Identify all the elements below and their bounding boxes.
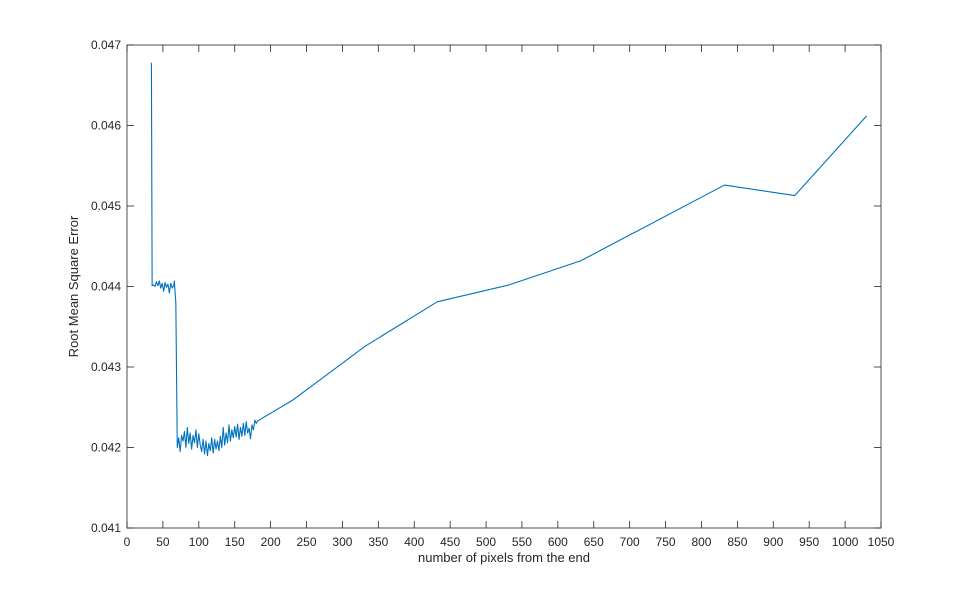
x-tick-label: 1000: [832, 535, 859, 549]
y-tick-label: 0.042: [91, 441, 121, 455]
x-tick-label: 250: [297, 535, 317, 549]
x-tick-label: 550: [512, 535, 532, 549]
plot-box: [126, 44, 882, 529]
x-tick-label: 400: [404, 535, 424, 549]
x-tick-label: 600: [548, 535, 568, 549]
x-tick-label: 100: [189, 535, 209, 549]
x-tick-label: 50: [156, 535, 170, 549]
x-tick-label: 200: [261, 535, 281, 549]
x-tick-label: 800: [691, 535, 711, 549]
x-tick-label: 300: [332, 535, 352, 549]
y-tick-label: 0.046: [91, 119, 121, 133]
y-tick-label: 0.041: [91, 521, 121, 535]
y-tick-label: 0.047: [91, 38, 121, 52]
x-tick-label: 700: [620, 535, 640, 549]
x-tick-label: 750: [656, 535, 676, 549]
x-tick-label: 950: [799, 535, 819, 549]
series-layer: [150, 62, 868, 457]
y-tick-label: 0.045: [91, 199, 121, 213]
x-tick-label: 350: [368, 535, 388, 549]
x-tick-label: 850: [727, 535, 747, 549]
x-tick-label: 0: [124, 535, 131, 549]
x-tick-label: 900: [763, 535, 783, 549]
y-axis-label: Root Mean Square Error: [66, 215, 81, 357]
x-axis-ticks: 0 50 100 150 200 250 300 350 400 450 500 550 600 650 7…: [124, 45, 895, 549]
x-tick-label: 450: [440, 535, 460, 549]
y-tick-label: 0.043: [91, 360, 121, 374]
x-tick-label: 150: [225, 535, 245, 549]
x-tick-label: 500: [476, 535, 496, 549]
x-tick-label: 650: [584, 535, 604, 549]
x-axis-label: number of pixels from the end: [418, 550, 590, 565]
series-line-1: [150, 62, 868, 457]
y-axis-ticks: 0.041 0.042 0.043 0.044 0.045 0.046 0.047: [91, 38, 881, 535]
y-tick-label: 0.044: [91, 280, 121, 294]
x-tick-label: 1050: [868, 535, 895, 549]
